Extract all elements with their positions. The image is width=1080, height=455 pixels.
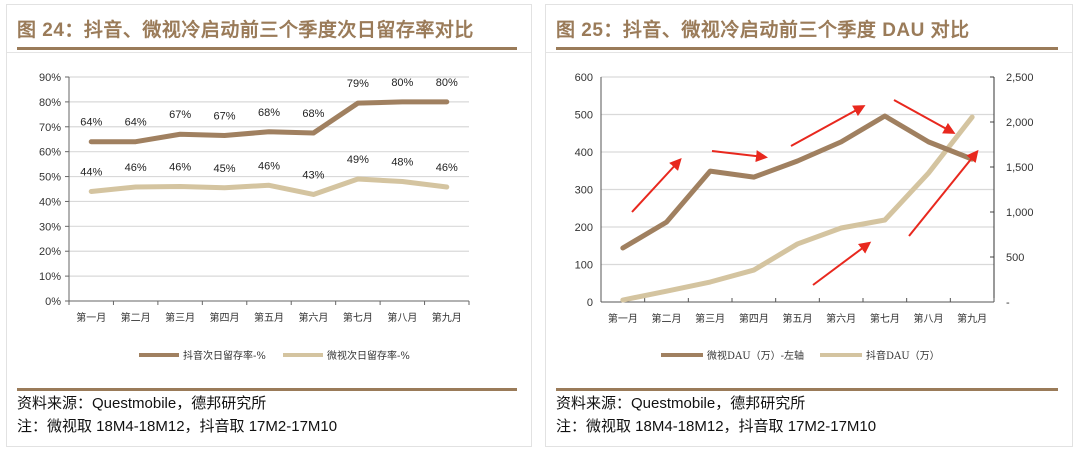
- y-right-tick-label: -: [1006, 297, 1010, 309]
- legend-label-douyin: 抖音DAU（万）: [866, 349, 940, 362]
- data-label: 43%: [302, 169, 324, 181]
- y-tick-label: 40%: [39, 196, 61, 208]
- x-tick-label: 第二月: [121, 311, 151, 324]
- x-tick-label: 第一月: [608, 312, 638, 325]
- y-left-tick-label: 600: [575, 72, 593, 84]
- x-tick-label: 第三月: [695, 312, 725, 325]
- data-label: 80%: [391, 77, 413, 89]
- x-tick-label: 第五月: [254, 311, 284, 324]
- y-left-tick-label: 200: [575, 222, 593, 234]
- data-label: 68%: [258, 107, 280, 119]
- y-tick-label: 30%: [39, 221, 61, 233]
- y-right-tick-label: 500: [1006, 252, 1024, 264]
- data-label: 68%: [302, 108, 324, 120]
- legend-label-douyin: 抖音次日留存率-%: [183, 349, 266, 362]
- trend-arrow-icon: [908, 149, 979, 237]
- y-left-tick-label: 300: [575, 185, 593, 197]
- footer-rule: [17, 388, 517, 391]
- series-line-douyin-dau: [620, 114, 975, 303]
- y-tick-label: 0%: [45, 296, 61, 308]
- data-label: 64%: [80, 117, 102, 129]
- title-rule: [17, 47, 517, 50]
- x-tick-label: 第二月: [652, 312, 682, 325]
- x-tick-label: 第九月: [432, 311, 462, 324]
- data-label: 46%: [258, 160, 280, 172]
- data-label: 67%: [169, 109, 191, 121]
- y-right-tick-label: 2,500: [1006, 72, 1034, 84]
- y-tick-label: 20%: [39, 246, 61, 258]
- separator: [7, 52, 531, 53]
- footnote: 注：微视取 18M4-18M12，抖音取 17M2-17M10: [17, 418, 338, 435]
- data-label: 46%: [169, 162, 191, 174]
- trend-arrow-icon: [893, 99, 956, 134]
- separator: [546, 52, 1072, 53]
- y-tick-label: 10%: [39, 271, 61, 283]
- data-label: 79%: [347, 78, 369, 90]
- y-left-tick-label: 500: [575, 110, 593, 122]
- y-left-tick-label: 100: [575, 260, 593, 272]
- data-label: 45%: [214, 163, 236, 175]
- x-tick-label: 第七月: [870, 312, 900, 325]
- x-tick-label: 第三月: [165, 311, 195, 324]
- figure-24-panel: 图 24：抖音、微视冷启动前三个季度次日留存率对比 0% 10% 20% 30% 40%…: [6, 4, 532, 447]
- legend-label-weishi: 微视DAU（万）-左轴: [707, 349, 804, 362]
- legend-label-weishi: 微视次日留存率-%: [327, 349, 410, 362]
- x-tick-label: 第六月: [826, 312, 856, 325]
- trend-arrow-icon: [790, 105, 866, 147]
- y-tick-label: 80%: [39, 97, 61, 109]
- y-left-tick-label: 0: [587, 297, 593, 309]
- footer-rule: [556, 388, 1058, 391]
- x-tick-label: 第四月: [210, 311, 240, 324]
- source-note: 资料来源：Questmobile，德邦研究所: [17, 395, 267, 412]
- data-label: 48%: [391, 157, 413, 169]
- y-tick-label: 90%: [39, 72, 61, 84]
- trend-arrow-icon: [711, 150, 768, 163]
- y-tick-label: 60%: [39, 147, 61, 159]
- footnote: 注：微视取 18M4-18M12，抖音取 17M2-17M10: [556, 418, 877, 435]
- x-tick-label: 第五月: [783, 312, 813, 325]
- x-tick-label: 第九月: [957, 312, 987, 325]
- data-label: 64%: [125, 117, 147, 129]
- series-line-weishi: [88, 176, 450, 197]
- series-line-douyin: [88, 99, 450, 145]
- figure-24-title: 图 24：抖音、微视冷启动前三个季度次日留存率对比: [17, 20, 474, 41]
- x-tick-label: 第六月: [298, 311, 328, 324]
- data-label: 49%: [347, 154, 369, 166]
- title-rule: [556, 47, 1058, 50]
- data-label: 44%: [80, 166, 102, 178]
- x-tick-label: 第七月: [343, 311, 373, 324]
- x-tick-label: 第四月: [739, 312, 769, 325]
- x-tick-label: 第一月: [76, 311, 106, 324]
- dau-chart: 0 100 200 300 400 500 600 - 500 1,000 1,500 2,000 2,…: [575, 72, 1034, 362]
- y-right-tick-label: 1,000: [1006, 207, 1034, 219]
- y-right-tick-label: 1,500: [1006, 162, 1034, 174]
- trend-arrow-icon: [812, 241, 872, 286]
- x-tick-label: 第八月: [387, 311, 417, 324]
- retention-chart: 0% 10% 20% 30% 40% 50% 60% 70% 80% 90% 第一月 第二月 第三月 第四…: [39, 72, 470, 362]
- data-label: 67%: [214, 110, 236, 122]
- figure-25-title: 图 25：抖音、微视冷启动前三个季度 DAU 对比: [556, 20, 970, 41]
- y-left-tick-label: 400: [575, 147, 593, 159]
- data-label: 80%: [436, 77, 458, 89]
- trend-arrow-icon: [631, 158, 682, 213]
- series-line-weishi-dau: [620, 113, 975, 251]
- y-tick-label: 70%: [39, 122, 61, 134]
- x-tick-label: 第八月: [914, 312, 944, 325]
- data-label: 46%: [436, 162, 458, 174]
- source-note: 资料来源：Questmobile，德邦研究所: [556, 395, 806, 412]
- y-tick-label: 50%: [39, 172, 61, 184]
- data-label: 46%: [125, 162, 147, 174]
- figure-25-panel: 图 25：抖音、微视冷启动前三个季度 DAU 对比 0 100 200 300 400 5…: [545, 4, 1073, 447]
- y-right-tick-label: 2,000: [1006, 117, 1034, 129]
